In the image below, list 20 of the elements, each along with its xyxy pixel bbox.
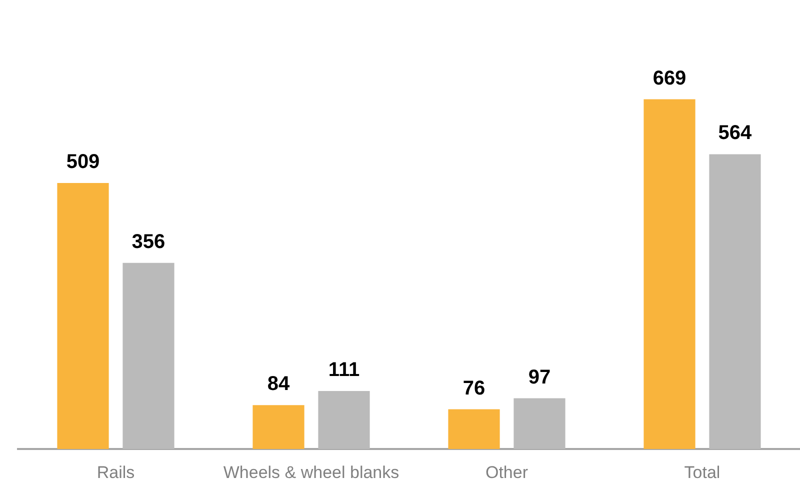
data-label: 356	[132, 230, 166, 253]
data-label: 669	[652, 67, 686, 90]
bar	[122, 262, 174, 449]
bar	[318, 390, 370, 449]
x-tick-label: Wheels & wheel blanks	[223, 462, 400, 481]
bar	[448, 409, 500, 449]
x-tick-label: Other	[485, 462, 528, 481]
bar	[644, 99, 696, 449]
data-label: 564	[718, 122, 753, 144]
x-tick-label: Total	[684, 462, 720, 481]
data-label: 97	[528, 366, 551, 388]
data-label: 76	[462, 377, 486, 400]
bar	[252, 405, 304, 449]
x-tick-label: Rails	[96, 462, 135, 481]
data-label: 84	[267, 373, 290, 396]
bar	[57, 182, 109, 449]
bar	[514, 398, 566, 449]
data-label: 509	[66, 150, 100, 173]
data-label: 111	[328, 358, 360, 381]
bar	[709, 154, 761, 449]
